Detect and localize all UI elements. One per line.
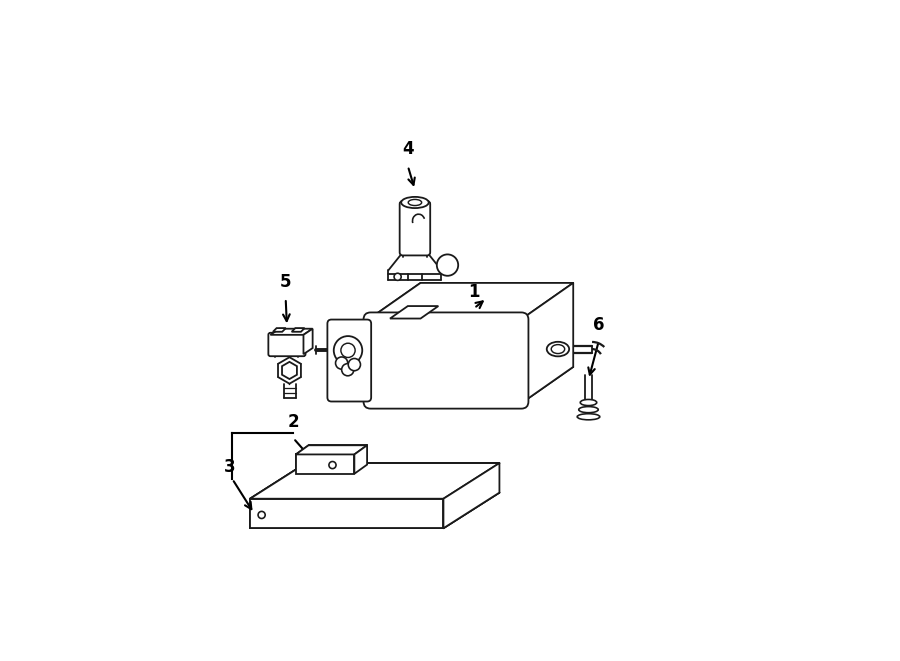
Ellipse shape (580, 399, 597, 406)
Text: 1: 1 (468, 283, 480, 301)
Polygon shape (522, 283, 573, 403)
Ellipse shape (409, 200, 422, 206)
Circle shape (328, 461, 336, 469)
Circle shape (342, 364, 354, 376)
Text: 2: 2 (287, 412, 299, 430)
Ellipse shape (579, 407, 599, 412)
Ellipse shape (577, 414, 599, 420)
Polygon shape (390, 306, 438, 319)
Polygon shape (270, 329, 312, 335)
Text: 6: 6 (593, 316, 605, 334)
Polygon shape (273, 328, 286, 332)
FancyBboxPatch shape (328, 319, 371, 401)
Polygon shape (370, 283, 573, 319)
Polygon shape (250, 498, 444, 528)
Polygon shape (444, 463, 500, 528)
Polygon shape (355, 446, 367, 474)
Polygon shape (296, 454, 355, 474)
Circle shape (336, 357, 347, 369)
Text: 4: 4 (402, 140, 414, 158)
Circle shape (258, 512, 265, 518)
Ellipse shape (401, 197, 428, 208)
Text: 5: 5 (280, 272, 292, 291)
Text: 3: 3 (224, 458, 236, 477)
Ellipse shape (436, 254, 458, 276)
Polygon shape (278, 357, 301, 383)
Circle shape (334, 336, 363, 365)
FancyBboxPatch shape (364, 313, 528, 408)
Polygon shape (296, 446, 367, 454)
Ellipse shape (547, 342, 569, 356)
Circle shape (348, 358, 361, 371)
FancyBboxPatch shape (268, 332, 305, 356)
Polygon shape (370, 319, 522, 403)
Circle shape (394, 273, 401, 280)
Polygon shape (250, 463, 500, 498)
Polygon shape (303, 329, 312, 354)
Polygon shape (292, 328, 304, 332)
FancyBboxPatch shape (400, 201, 430, 255)
